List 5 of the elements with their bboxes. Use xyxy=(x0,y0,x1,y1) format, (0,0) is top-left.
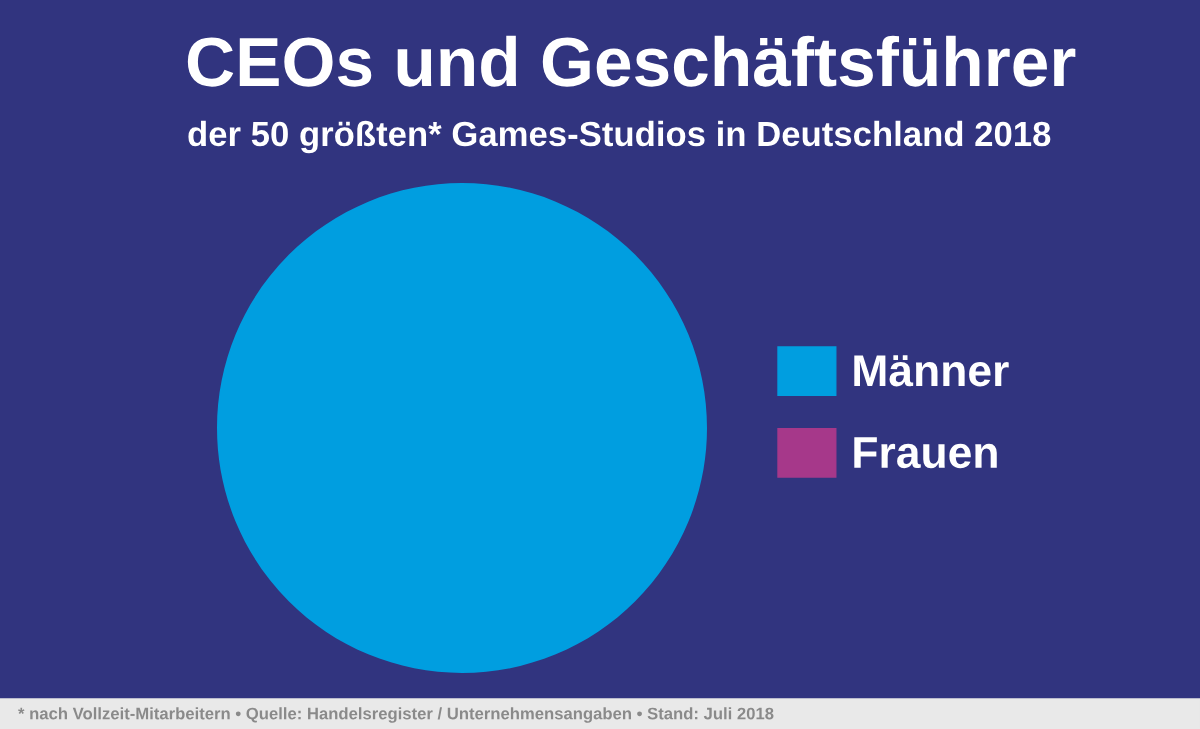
chart-title: CEOs und Geschäftsführer xyxy=(187,35,1076,87)
legend-label: Frauen xyxy=(854,437,997,469)
legend-label: Männer xyxy=(854,355,1009,387)
chart-subtitle: der 50 größten* Games-Studios in Deutschland 2018 xyxy=(188,120,1051,154)
text: * nach Vollzeit-Mitarbeitern • Quelle: Handelsregister / Unternehmensangaben • Stand: Juli 2018 xyxy=(18,707,774,723)
